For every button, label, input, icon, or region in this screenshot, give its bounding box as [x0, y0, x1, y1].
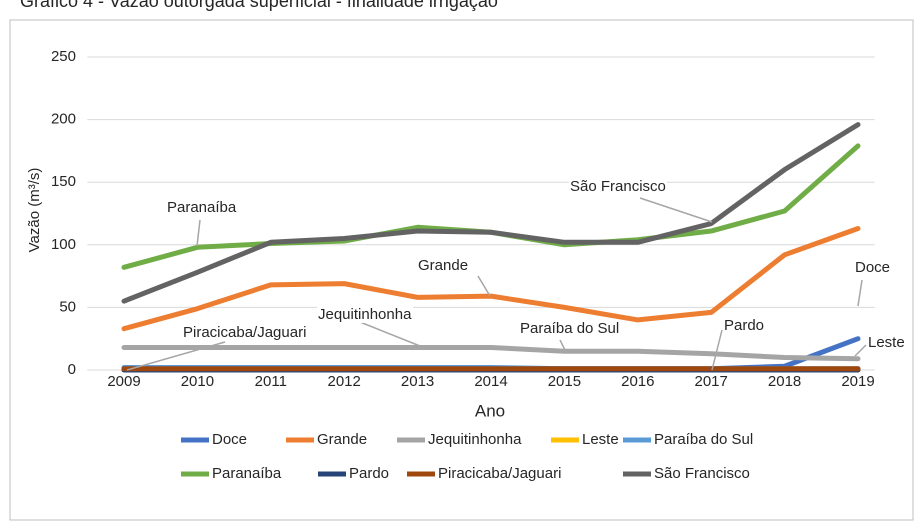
y-tick-label: 250 — [51, 48, 76, 65]
y-tick-label: 200 — [51, 111, 76, 128]
series-line — [121, 122, 861, 304]
legend-label: Grande — [317, 431, 367, 448]
leader-line — [857, 279, 863, 307]
leader-line — [639, 197, 713, 223]
x-axis-label: Ano — [475, 401, 505, 420]
x-tick-label: 2009 — [107, 373, 140, 390]
y-tick-label: 0 — [68, 361, 76, 378]
x-tick-label: 2016 — [621, 373, 654, 390]
x-tick-label: 2015 — [548, 373, 581, 390]
leader-line — [196, 219, 201, 247]
x-tick-label: 2014 — [474, 373, 507, 390]
leader-line — [711, 329, 723, 371]
leader-line — [126, 341, 226, 371]
annotation: Pardo — [724, 317, 764, 334]
y-tick-label: 50 — [59, 298, 76, 315]
legend-label: Piracicaba/Jaguari — [438, 465, 561, 482]
series-line — [121, 226, 861, 332]
series-line — [121, 344, 861, 362]
annotation-bg — [317, 305, 414, 323]
leader-line — [559, 339, 567, 353]
legend-label: Doce — [212, 431, 247, 448]
legend-label: Pardo — [349, 465, 389, 482]
x-tick-label: 2017 — [695, 373, 728, 390]
annotation: Jequitinhonha — [318, 306, 412, 323]
x-tick-label: 2011 — [255, 373, 287, 390]
y-tick-label: 100 — [51, 236, 76, 253]
annotation: Grande — [418, 257, 468, 274]
annotation: Piracicaba/Jaguari — [183, 324, 306, 341]
annotation: Paraíba do Sul — [520, 320, 619, 337]
legend-label: Leste — [582, 431, 619, 448]
legend-label: Paraíba do Sul — [654, 431, 753, 448]
annotation-bg — [166, 198, 238, 216]
leader-line — [359, 321, 421, 347]
x-tick-label: 2013 — [401, 373, 434, 390]
chart-border — [9, 19, 914, 521]
chart-title: Gráfico 4 - Vazão outorgada superficial … — [20, 0, 498, 11]
annotation-bg — [182, 323, 308, 341]
leader-line — [477, 275, 491, 297]
x-tick-label: 2018 — [768, 373, 801, 390]
annotation-bg — [569, 177, 667, 195]
legend-label: Paranaíba — [212, 465, 282, 482]
x-tick-label: 2010 — [181, 373, 214, 390]
leader-line — [854, 344, 867, 357]
annotation: São Francisco — [570, 178, 666, 195]
y-axis-label: Vazão (m³/s) — [26, 168, 43, 253]
annotation-bg — [723, 316, 766, 334]
annotation-bg — [854, 258, 892, 276]
x-tick-label: 2012 — [328, 373, 361, 390]
annotation: Doce — [855, 259, 890, 276]
y-tick-label: 150 — [51, 173, 76, 190]
legend-label: São Francisco — [654, 465, 750, 482]
legend-label: Jequitinhonha — [428, 431, 522, 448]
annotation-bg — [519, 319, 621, 337]
annotation-bg — [417, 256, 470, 274]
annotation-bg — [867, 333, 906, 351]
x-tick-label: 2019 — [841, 373, 874, 390]
annotation: Paranaíba — [167, 199, 237, 216]
annotation: Leste — [868, 334, 905, 351]
